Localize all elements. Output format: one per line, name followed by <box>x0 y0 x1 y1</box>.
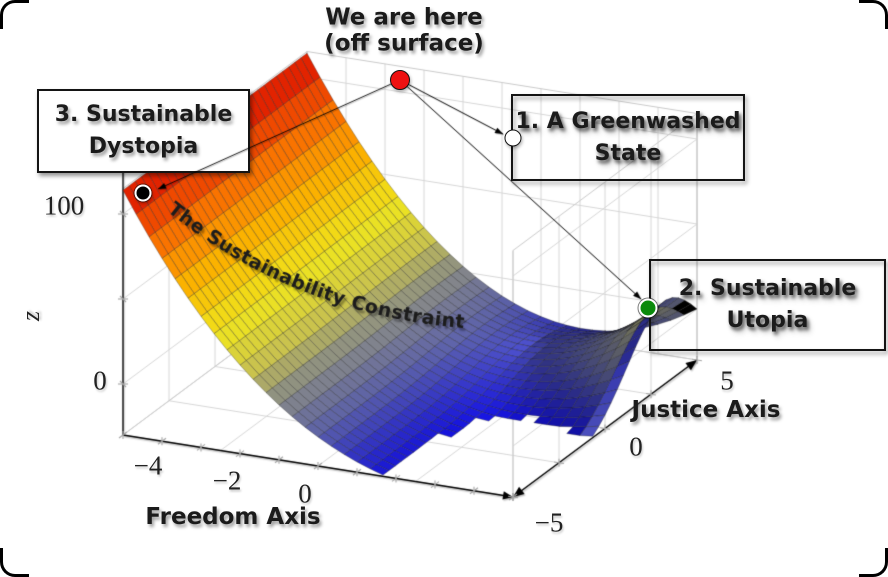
annotation-text: 1. A Greenwashed <box>515 108 741 134</box>
sustainable-utopia-marker <box>638 298 658 318</box>
y-tick-label: −5 <box>534 507 564 538</box>
annotation-text: 3. Sustainable <box>54 102 233 128</box>
x-tick-label: 0 <box>298 478 312 509</box>
annotation-text: Dystopia <box>88 134 199 159</box>
annotation-box-greenwashed: 1. A Greenwashed State <box>511 94 745 181</box>
z-axis-label: z <box>16 310 46 322</box>
sustainable-dystopia-marker <box>134 184 152 202</box>
frame-corner-decoration <box>0 548 29 577</box>
current-state-label-line2: (off surface) <box>324 31 484 57</box>
y-axis-label: Justice Axis <box>631 396 781 423</box>
annotation-text: 2. Sustainable <box>678 276 857 302</box>
x-axis-label: Freedom Axis <box>145 503 321 530</box>
greenwashed-state-marker <box>504 129 522 147</box>
y-tick-label: 5 <box>720 365 734 396</box>
z-tick-label: 100 <box>43 190 85 221</box>
annotation-box-dystopia: 3. Sustainable Dystopia <box>37 89 250 173</box>
frame-corner-decoration <box>0 0 29 29</box>
z-tick-label: 0 <box>93 365 107 396</box>
current-state-label: We are here (off surface) <box>324 5 484 58</box>
x-tick-label: −2 <box>212 465 242 496</box>
current-state-marker <box>390 70 410 90</box>
y-tick-label: 0 <box>629 431 643 462</box>
frame-corner-decoration <box>859 0 888 29</box>
annotation-box-utopia: 2. Sustainable Utopia <box>649 259 886 351</box>
annotation-text: State <box>594 140 662 166</box>
annotation-text: Utopia <box>726 308 809 333</box>
current-state-label-line1: We are here <box>325 4 483 31</box>
x-tick-label: −4 <box>133 450 163 481</box>
